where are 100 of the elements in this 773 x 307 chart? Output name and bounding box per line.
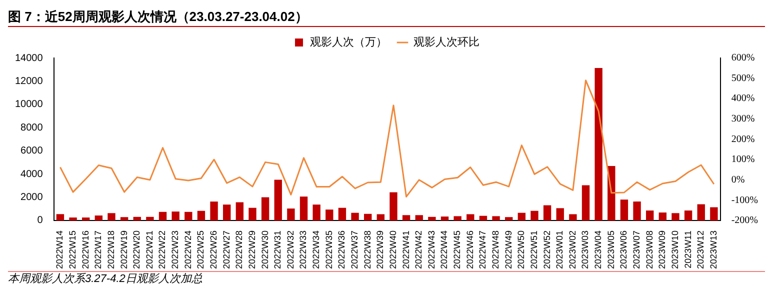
bar	[633, 202, 641, 220]
x-tick-label: 2023W11	[682, 230, 693, 268]
bar	[82, 217, 90, 220]
bar	[415, 215, 423, 220]
x-tick-label: 2023W12	[696, 230, 706, 270]
bar	[300, 196, 308, 220]
bar	[505, 217, 513, 220]
x-tick-label: 2022W30	[260, 230, 270, 270]
bar	[569, 214, 577, 220]
y2-tick-label: 300%	[731, 114, 755, 125]
x-tick-label: 2022W50	[516, 230, 526, 270]
bar	[518, 212, 526, 220]
x-tick-label: 2022W39	[375, 230, 386, 270]
y-tick-label: 8000	[20, 122, 44, 134]
bar	[620, 200, 628, 220]
bar	[326, 210, 334, 220]
x-tick-label: 2022W27	[221, 230, 232, 270]
bar	[56, 214, 64, 220]
bar	[351, 212, 359, 220]
y2-tick-label: 0%	[731, 174, 745, 186]
bar	[658, 212, 667, 220]
x-tick-label: 2022W35	[324, 230, 334, 270]
bar	[261, 197, 270, 220]
bar	[428, 216, 436, 220]
x-tick-label: 2022W49	[503, 230, 514, 270]
bar	[454, 216, 462, 220]
x-tick-label: 2023W03	[580, 230, 590, 270]
bar	[236, 202, 244, 220]
bar	[672, 213, 680, 220]
bar	[287, 208, 295, 220]
x-tick-label: 2022W33	[298, 230, 308, 270]
bar	[133, 216, 141, 220]
bar	[184, 212, 192, 220]
x-tick-label: 2023W02	[567, 230, 578, 270]
bar	[210, 202, 218, 220]
bar	[646, 210, 654, 220]
bar	[466, 214, 474, 220]
bar	[492, 216, 500, 220]
y-tick-label: 4000	[20, 168, 44, 180]
bar	[582, 185, 590, 220]
x-tick-label: 2022W29	[246, 230, 257, 270]
x-tick-label: 2022W41	[400, 230, 411, 270]
x-tick-label: 2023W05	[606, 230, 616, 270]
x-tick-label: 2022W37	[350, 230, 360, 270]
x-tick-label: 2022W23	[170, 230, 180, 270]
y2-tick-label: 100%	[731, 154, 755, 166]
x-tick-label: 2022W22	[157, 230, 168, 270]
y-tick-label: 12000	[14, 76, 44, 87]
bar	[197, 210, 206, 220]
bar	[390, 192, 398, 220]
x-tick-label: 2022W36	[336, 230, 347, 270]
x-tick-label: 2022W20	[132, 230, 142, 270]
x-tick-label: 2022W17	[93, 230, 104, 270]
x-tick-label: 2022W16	[80, 230, 90, 270]
bar	[530, 210, 538, 220]
x-tick-label: 2023W07	[632, 230, 642, 270]
x-tick-label: 2023W08	[644, 230, 654, 270]
x-tick-label: 2022W44	[439, 230, 450, 270]
x-tick-label: 2022W32	[285, 230, 296, 270]
x-tick-label: 2022W43	[426, 230, 436, 270]
bar	[69, 217, 77, 220]
bar	[94, 215, 103, 220]
bar	[710, 207, 718, 220]
bar	[158, 212, 167, 220]
bar	[146, 216, 154, 220]
chart-title: 图 7：近52周周观影人次情况（23.03.27-23.04.02）	[8, 8, 765, 27]
y-tick-label: 0	[37, 215, 44, 226]
x-tick-label: 2022W38	[362, 230, 372, 270]
y-tick-label: 14000	[14, 52, 44, 64]
x-tick-label: 2022W47	[478, 230, 488, 270]
y2-tick-label: 400%	[731, 93, 755, 104]
y2-tick-label: -200%	[731, 215, 758, 226]
x-tick-label: 2022W25	[196, 230, 206, 270]
x-tick-label: 2022W26	[208, 230, 219, 270]
x-tick-label: 2022W15	[68, 230, 78, 270]
legend-label: 观影人次环比	[414, 36, 480, 49]
bar	[594, 68, 602, 220]
y2-tick-label: 200%	[731, 134, 755, 145]
bar	[120, 217, 128, 220]
x-tick-label: 2022W19	[118, 230, 129, 270]
y2-tick-label: -100%	[731, 194, 758, 206]
x-tick-label: 2022W31	[272, 230, 283, 270]
x-tick-label: 2023W10	[670, 230, 680, 270]
bar	[338, 208, 346, 220]
bar	[543, 205, 552, 220]
bar	[376, 214, 385, 220]
bar	[172, 212, 180, 220]
legend-label: 观影人次（万）	[310, 36, 387, 49]
y2-tick-label: 500%	[731, 72, 755, 84]
bar	[697, 204, 705, 220]
x-tick-label: 2023W09	[657, 230, 668, 270]
x-tick-label: 2022W14	[54, 230, 65, 270]
y-tick-label: 6000	[20, 146, 44, 157]
x-tick-label: 2023W04	[593, 230, 604, 270]
bar	[108, 213, 116, 220]
x-tick-label: 2022W45	[452, 230, 462, 270]
bar	[556, 208, 564, 220]
x-tick-label: 2022W40	[388, 230, 398, 270]
x-tick-label: 2022W34	[311, 230, 322, 270]
x-tick-label: 2022W48	[490, 230, 501, 270]
